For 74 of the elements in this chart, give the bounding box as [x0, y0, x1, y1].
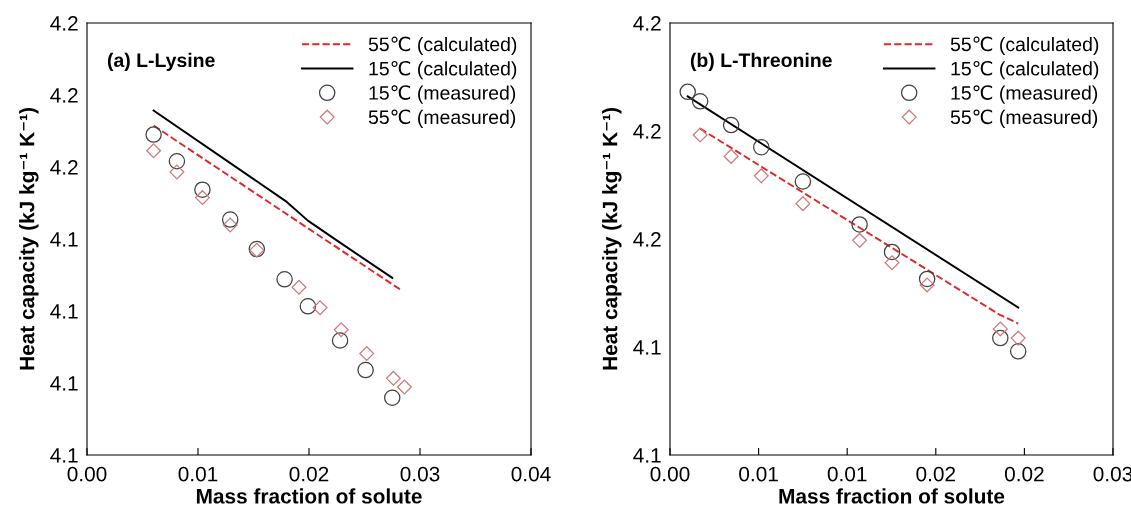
x-tick-label: 0.03	[400, 466, 440, 482]
point	[851, 216, 868, 233]
x-tick-label: 0.04	[511, 466, 551, 482]
x-tick-label: 0.00	[67, 466, 107, 482]
legend-label: 55℃ (calculated)	[950, 36, 1099, 56]
y-tick-label: 4.2	[50, 88, 78, 103]
legend-label: 55℃ (measured)	[950, 109, 1098, 128]
point	[359, 345, 375, 361]
x-axis-title: Mass fraction of solute	[779, 488, 1005, 504]
x-tick-label: 0.00	[650, 466, 690, 482]
x-axis-title: Mass fraction of solute	[196, 488, 422, 504]
point	[291, 279, 307, 295]
point	[333, 322, 349, 338]
point	[168, 152, 186, 170]
point	[357, 361, 374, 379]
x-tick-label: 0.01	[827, 466, 867, 482]
y-tick-label: 4.1	[50, 376, 78, 391]
point	[919, 277, 935, 293]
y-tick-label: 4.2	[633, 232, 661, 247]
point	[679, 83, 696, 101]
y-tick-label: 4.1	[50, 448, 78, 463]
x-tick-label: 0.02	[289, 466, 329, 482]
point	[276, 271, 293, 288]
text: (a) L-Lysine	[107, 52, 215, 71]
x-tick-label: 0.02	[916, 466, 956, 482]
x-tick-label: 0.01	[739, 466, 778, 482]
point	[299, 298, 317, 315]
point	[396, 379, 412, 395]
point	[194, 181, 211, 198]
y-tick-label: 4.1	[633, 340, 661, 355]
legend-label: 15℃ (calculated)	[369, 60, 517, 80]
point	[1009, 343, 1027, 360]
y-tick-label: 4.2	[633, 16, 661, 31]
legend-label: 15℃ (measured)	[369, 85, 516, 104]
point	[385, 370, 401, 386]
legend-label: 55℃ (measured)	[368, 109, 516, 128]
y-axis-title: Heat capacity (kJ kg⁻¹ K⁻¹)	[602, 108, 622, 370]
x-tick-label: 0.01	[178, 466, 218, 482]
point	[222, 217, 238, 233]
point	[331, 332, 349, 349]
point	[145, 126, 162, 143]
y-tick-label: 4.2	[50, 16, 78, 31]
y-tick-label: 4.2	[633, 124, 661, 139]
point	[723, 148, 739, 164]
y-tick-label: 4.1	[50, 304, 78, 319]
point	[753, 168, 769, 184]
point	[992, 329, 1009, 347]
x-tick-label: 0.02	[1004, 466, 1044, 482]
point	[992, 321, 1008, 337]
y-tick-label: 4.1	[50, 232, 78, 247]
text: (b) L-Threonine	[690, 52, 832, 71]
point	[1010, 330, 1026, 346]
y-axis-title: Heat capacity (kJ kg⁻¹ K⁻¹)	[19, 108, 39, 370]
legend-label: 15℃ (calculated)	[951, 60, 1099, 80]
legend-label: 55℃ (calculated)	[368, 36, 517, 56]
point	[722, 116, 740, 134]
point	[795, 196, 811, 212]
y-tick-label: 4.2	[50, 160, 78, 175]
point	[794, 173, 812, 190]
point	[752, 138, 770, 156]
point	[383, 389, 401, 407]
point	[692, 127, 708, 143]
point	[691, 93, 709, 110]
point	[169, 164, 185, 180]
point	[852, 232, 868, 248]
point	[918, 270, 936, 288]
point	[194, 190, 210, 206]
point	[221, 211, 239, 228]
point	[312, 300, 328, 316]
point	[883, 243, 901, 261]
y-tick-label: 4.1	[633, 448, 661, 463]
legend-label: 15℃ (measured)	[951, 85, 1098, 104]
point	[146, 143, 162, 159]
point	[884, 255, 900, 271]
